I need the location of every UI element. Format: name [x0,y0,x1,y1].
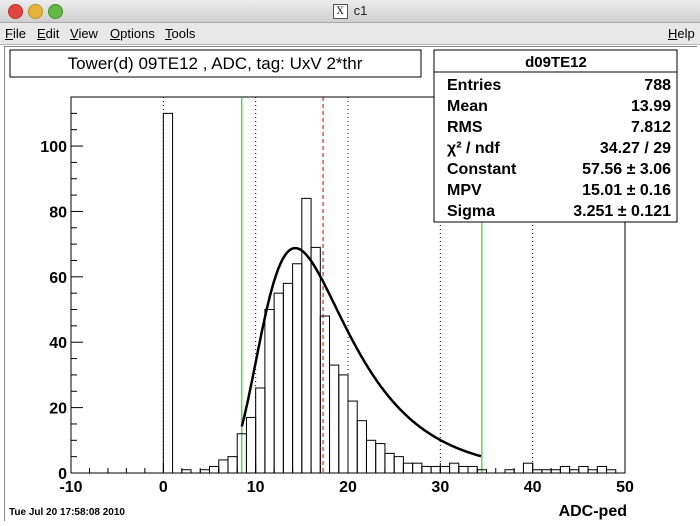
menu-edit[interactable]: Edit [37,26,60,41]
histogram-bin [347,400,358,474]
fit-curve [240,246,482,458]
histogram-bin [449,462,460,474]
histogram-bin [587,469,598,474]
y-tick-label: 60 [49,270,67,287]
histogram-bin [264,309,275,474]
stats-row-label: Entries [447,77,501,94]
histogram-bin [329,364,340,474]
histogram-bin [384,452,395,474]
stats-row-value: 15.01 ± 0.16 [582,182,671,199]
histogram-bin [559,465,571,474]
x-tick-label: 40 [524,479,542,496]
histogram-bin [255,387,266,474]
histogram-bin [282,282,294,474]
y-tick-label: 0 [58,466,67,483]
x-tick-label: 20 [339,479,357,496]
minimize-window-icon[interactable] [28,4,43,19]
stats-row-value: 7.812 [631,119,671,136]
histogram-bin [504,469,515,474]
y-tick-label: 100 [40,139,67,156]
stats-box: d09TE12 Entries 788 Mean 13.99 RMS 7.812 χ² / … [433,49,678,223]
menu-help[interactable]: Help [668,26,695,41]
menu-file[interactable]: File [5,26,26,41]
stats-frame [433,49,678,223]
menu-bar: File Edit View Options Tools Help [0,23,700,45]
stats-row-label: Constant [447,161,517,178]
root-canvas[interactable]: -10 0 10 20 30 40 50 0 20 40 60 80 100 Tower(d) 09TE… [4,46,697,521]
menu-tools[interactable]: Tools [165,26,196,41]
zoom-window-icon[interactable] [48,4,63,19]
histogram-bin [338,374,349,474]
histogram-bin [402,462,414,474]
stats-header: d09TE12 [525,54,587,71]
histogram-bin [412,462,423,474]
histogram-bin [245,416,257,474]
x-tick-label: -10 [59,479,82,496]
stats-row-label: RMS [447,119,483,136]
y-tick-label: 20 [49,401,67,418]
histogram-bin [458,465,469,474]
histogram-bin [375,443,386,474]
histogram-bin [227,456,238,474]
stats-row-label: Mean [447,98,488,115]
menu-options[interactable]: Options [110,26,155,41]
histogram-bin [218,459,229,474]
histogram-bin [273,292,284,474]
stats-row-label: Sigma [447,203,495,220]
histogram-bin [606,469,617,474]
stats-row-value: 57.56 ± 3.06 [582,161,671,178]
stats-row-value: 788 [644,77,671,94]
stats-row-value: 34.27 / 29 [600,140,671,157]
x-tick-label: 50 [616,479,634,496]
x-tick-label: 30 [431,479,449,496]
histogram-bin [310,246,321,474]
menu-view[interactable]: View [70,26,98,41]
histogram-bin [569,469,580,474]
histogram-bin [301,197,312,474]
stats-row-value: 3.251 ± 0.121 [573,203,671,220]
histogram-bin [550,469,561,474]
histogram-bin [181,469,192,474]
stats-row-value: 13.99 [631,98,671,115]
histogram-bin [467,465,478,474]
y-tick-label: 40 [49,335,67,352]
histogram-bin [199,469,210,474]
histogram-bin [532,469,543,474]
histogram-bin [439,465,451,474]
x-axis-label: ADC-ped [559,503,627,520]
y-tick-label: 80 [49,204,67,221]
histogram-bin [421,465,432,474]
timestamp: Tue Jul 20 17:58:08 2010 [9,507,125,518]
histogram-bin [319,315,331,474]
x11-logo-icon: X [332,4,348,20]
x-tick-label: 0 [159,479,168,496]
histogram-bin [522,462,534,474]
close-window-icon[interactable] [8,4,23,19]
histogram-bin [596,465,608,474]
histogram-bin [209,465,220,474]
histogram-bin [356,420,367,474]
stats-row-label: MPV [447,182,482,199]
histogram-bin [578,465,589,474]
histogram-bin [365,439,377,474]
chart-title: Tower(d) 09TE12 , ADC, tag: UxV 2*thr [68,54,363,73]
x-tick-label: 10 [247,479,265,496]
title-box [9,49,422,78]
histogram-bin [162,112,174,474]
histogram-bin [393,456,404,474]
stats-row-label: χ² / ndf [447,140,500,157]
histogram-bin [541,469,552,474]
histogram-bins [162,112,617,474]
histogram-bin [430,465,441,474]
histogram-bin [292,263,303,474]
